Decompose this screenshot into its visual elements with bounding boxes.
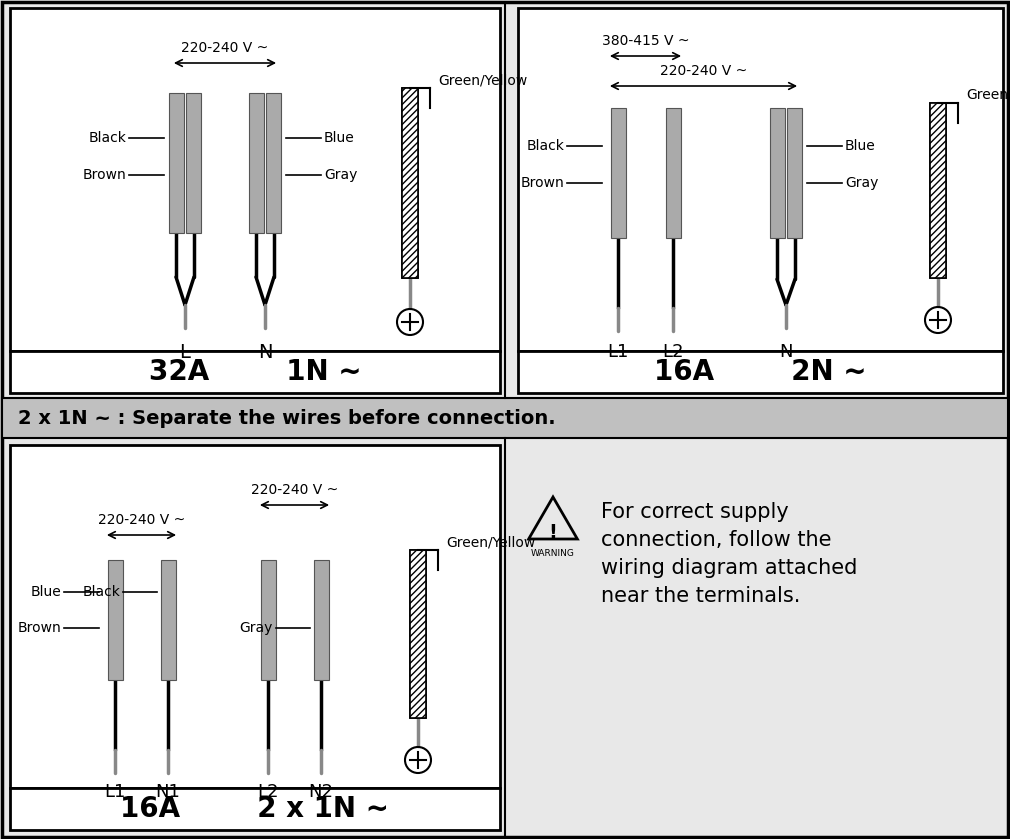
Text: L1: L1 — [607, 343, 628, 361]
Text: Brown: Brown — [82, 168, 126, 182]
Text: Brown: Brown — [17, 621, 61, 635]
Bar — [930, 103, 946, 278]
Bar — [410, 550, 426, 718]
Text: N: N — [780, 343, 793, 361]
Text: Gray: Gray — [239, 621, 273, 635]
Text: L: L — [180, 343, 191, 362]
Text: For correct supply
connection, follow the
wiring diagram attached
near the termi: For correct supply connection, follow th… — [601, 502, 857, 606]
Text: 220-240 V ~: 220-240 V ~ — [182, 41, 269, 55]
Text: Green/Yellow: Green/Yellow — [438, 73, 527, 87]
Text: Gray: Gray — [324, 168, 358, 182]
Bar — [930, 103, 946, 278]
Bar — [10, 351, 500, 393]
Bar — [266, 93, 281, 233]
Bar — [410, 550, 426, 718]
Bar — [518, 8, 1003, 351]
Text: WARNING: WARNING — [531, 549, 575, 558]
Bar — [169, 93, 184, 233]
Text: Gray: Gray — [845, 176, 879, 190]
Bar — [930, 103, 946, 278]
Text: Black: Black — [526, 139, 564, 153]
Bar — [666, 108, 681, 238]
Bar — [261, 560, 276, 680]
Bar — [10, 788, 500, 830]
Text: N: N — [258, 343, 273, 362]
Bar — [787, 108, 802, 238]
Bar — [108, 560, 123, 680]
Text: 2 x 1N ~ : Separate the wires before connection.: 2 x 1N ~ : Separate the wires before con… — [18, 409, 556, 428]
Text: 380-415 V ~: 380-415 V ~ — [602, 34, 689, 48]
Text: Blue: Blue — [30, 585, 61, 599]
Text: 16A        2 x 1N ~: 16A 2 x 1N ~ — [120, 795, 390, 823]
Text: 220-240 V ~: 220-240 V ~ — [660, 64, 747, 78]
Bar — [10, 445, 500, 788]
Text: Black: Black — [82, 585, 120, 599]
Bar — [770, 108, 785, 238]
Text: 16A        2N ~: 16A 2N ~ — [654, 358, 867, 386]
Bar — [518, 351, 1003, 393]
Bar — [314, 560, 329, 680]
Bar — [249, 93, 264, 233]
Text: N2: N2 — [308, 783, 333, 801]
Text: L2: L2 — [258, 783, 279, 801]
Text: !: ! — [548, 524, 558, 543]
Bar — [186, 93, 201, 233]
Bar — [161, 560, 176, 680]
Text: Black: Black — [88, 131, 126, 145]
Bar — [515, 445, 1005, 835]
Bar — [2, 398, 1008, 438]
Text: Blue: Blue — [324, 131, 355, 145]
Text: L2: L2 — [663, 343, 684, 361]
Text: 32A        1N ~: 32A 1N ~ — [148, 358, 362, 386]
Bar — [402, 88, 418, 278]
Text: N1: N1 — [156, 783, 181, 801]
Text: Blue: Blue — [845, 139, 876, 153]
Text: 220-240 V ~: 220-240 V ~ — [98, 513, 185, 527]
Bar — [10, 8, 500, 351]
Text: Green/Yellow: Green/Yellow — [446, 535, 535, 549]
Bar — [611, 108, 626, 238]
Bar — [410, 550, 426, 718]
Bar — [402, 88, 418, 278]
Bar — [402, 88, 418, 278]
Text: Green/Yellow: Green/Yellow — [966, 88, 1010, 102]
Text: 220-240 V ~: 220-240 V ~ — [250, 483, 338, 497]
Text: Brown: Brown — [520, 176, 564, 190]
Text: L1: L1 — [104, 783, 125, 801]
